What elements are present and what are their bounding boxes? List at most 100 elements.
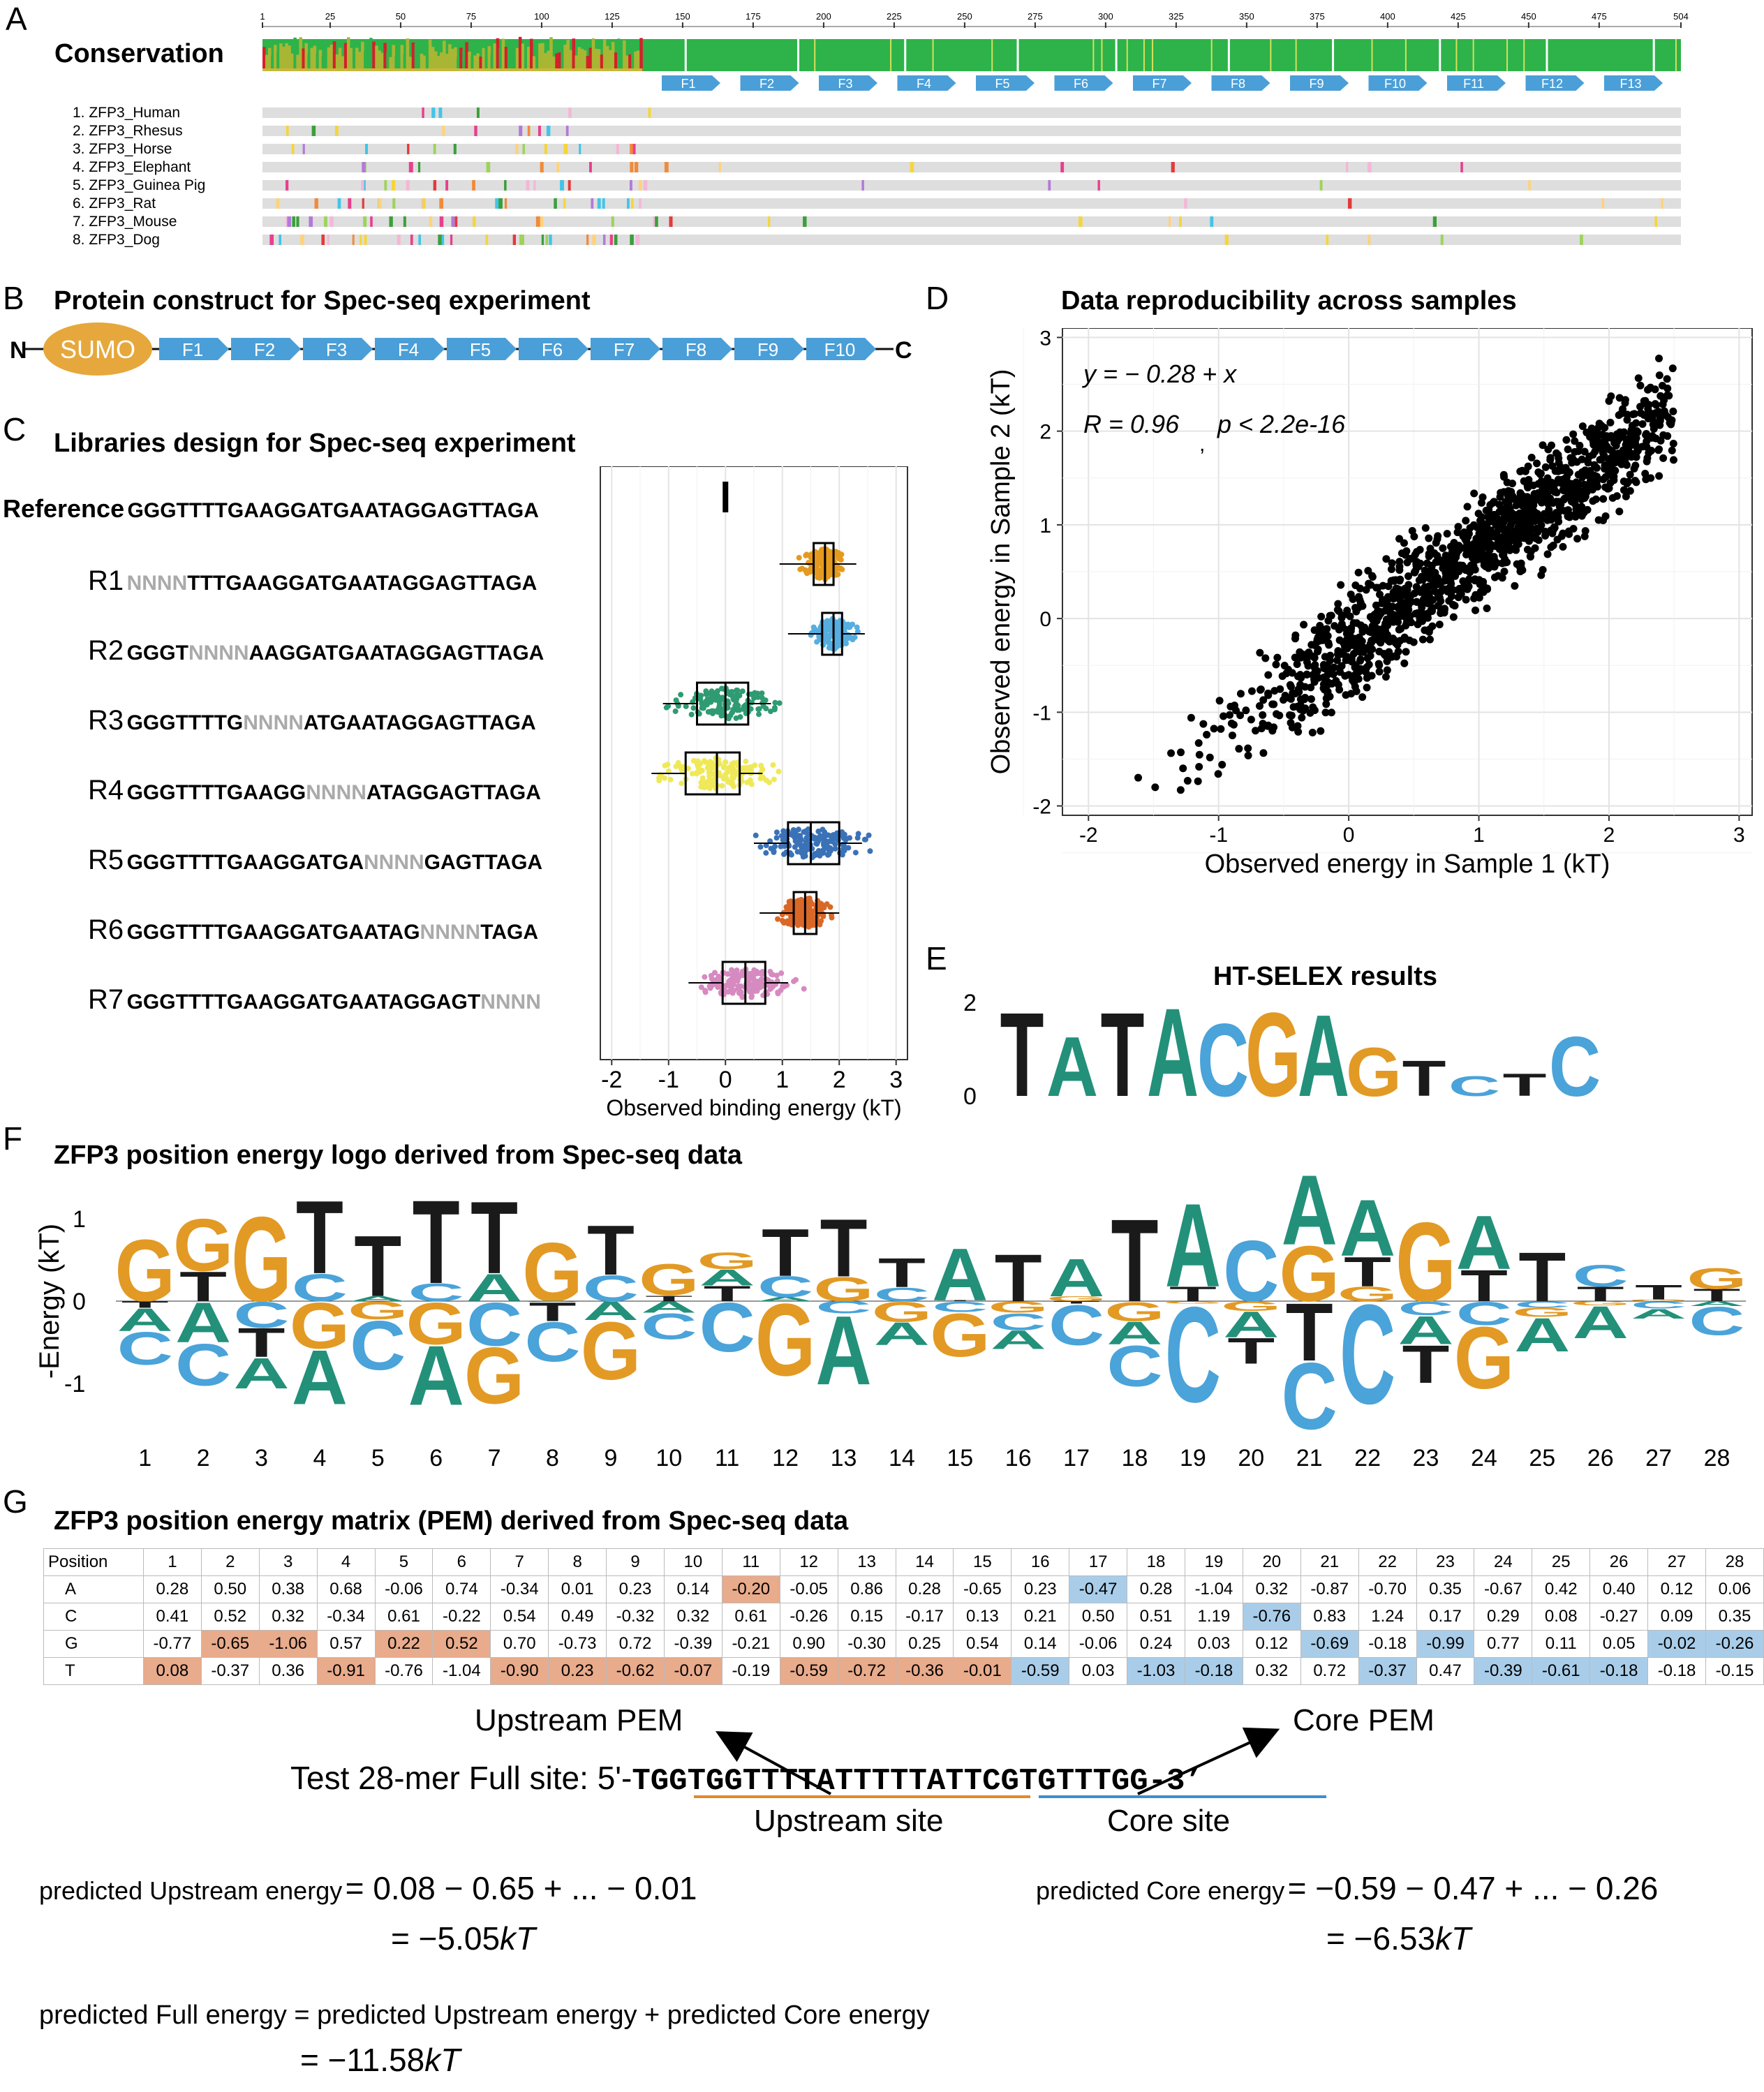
logo-letter: C bbox=[1340, 1275, 1395, 1434]
position-label: 3 bbox=[255, 1445, 268, 1471]
alignment-mark bbox=[635, 235, 640, 245]
alignment-mark bbox=[630, 235, 634, 245]
scatter-point bbox=[1587, 424, 1596, 433]
conservation-bar bbox=[631, 45, 635, 71]
construct-finger bbox=[375, 338, 445, 360]
logo-letter: A bbox=[1514, 1307, 1570, 1361]
conservation-bar bbox=[445, 54, 449, 71]
conservation-bar bbox=[620, 49, 623, 71]
scatter-point bbox=[1404, 581, 1413, 589]
alignment-mark bbox=[520, 235, 524, 245]
scatter-point bbox=[1605, 484, 1613, 493]
conservation-bar bbox=[533, 56, 536, 71]
scatter-point bbox=[1568, 495, 1576, 503]
conservation-bar bbox=[1523, 39, 1525, 71]
finger-label: F9 bbox=[1309, 77, 1324, 91]
scatter-point bbox=[1586, 466, 1594, 475]
conservation-bar bbox=[321, 55, 325, 71]
alignment-mark bbox=[429, 216, 433, 227]
scatter-point bbox=[1490, 533, 1499, 541]
scatter-point bbox=[1289, 703, 1298, 711]
scatter-point bbox=[1599, 495, 1608, 503]
scatter-point bbox=[1641, 469, 1650, 477]
position-label: 5 bbox=[371, 1445, 385, 1471]
scatter-point bbox=[1341, 672, 1349, 680]
scatter-point bbox=[1281, 691, 1289, 699]
finger-label: F1 bbox=[681, 77, 695, 91]
scatter-point bbox=[1518, 526, 1526, 534]
species-label: 1. ZFP3_Human bbox=[73, 105, 181, 121]
alignment-mark bbox=[442, 126, 445, 136]
logo-letter: T bbox=[1503, 1067, 1547, 1103]
conservation-bar bbox=[290, 53, 294, 71]
pem-cell: -0.87 bbox=[1300, 1575, 1359, 1603]
logo-letter: C bbox=[991, 1309, 1046, 1335]
logo-letter: G bbox=[173, 1203, 233, 1286]
pem-cell: -0.37 bbox=[1358, 1657, 1417, 1685]
library-row: R2 GGGTNNNNAAGGATGAATAGGAGTTAGA bbox=[88, 635, 544, 667]
data-point bbox=[748, 781, 755, 787]
library-label: Reference bbox=[3, 494, 125, 523]
scatter-point bbox=[1401, 551, 1409, 559]
logo-letter: T bbox=[354, 1218, 401, 1315]
scatter-point bbox=[1287, 711, 1296, 720]
logo-letter: A bbox=[175, 1291, 231, 1354]
upstream-pem-label: Upstream PEM bbox=[475, 1703, 683, 1737]
conservation-bar bbox=[265, 54, 269, 71]
conservation-bar bbox=[406, 38, 410, 71]
data-point bbox=[750, 975, 757, 981]
upstream-eq-expr: = 0.08 − 0.65 + ... − 0.01 bbox=[345, 1870, 697, 1906]
scatter-point bbox=[1412, 560, 1421, 568]
alignment-row bbox=[262, 235, 1681, 245]
data-point bbox=[719, 685, 725, 692]
scatter-point bbox=[1355, 633, 1363, 641]
regression-equation: y = − 0.28 + x bbox=[1081, 359, 1238, 388]
alignment-mark bbox=[512, 235, 517, 245]
scatter-point bbox=[1375, 667, 1384, 676]
scatter-point bbox=[1303, 670, 1311, 678]
pem-position: 19 bbox=[1184, 1548, 1243, 1576]
logo-letter: T bbox=[1286, 1286, 1333, 1379]
position-label: 25 bbox=[1529, 1445, 1555, 1471]
scatter-point bbox=[1643, 454, 1652, 462]
alignment-mark bbox=[630, 162, 634, 172]
logo-letter: C bbox=[1398, 1298, 1453, 1319]
conservation-bar bbox=[425, 45, 429, 71]
pem-position: 6 bbox=[432, 1548, 491, 1576]
conservation-bar bbox=[358, 52, 362, 71]
logo-letter: T bbox=[529, 1297, 577, 1326]
scatter-point bbox=[1176, 786, 1185, 794]
pem-cell: -0.39 bbox=[663, 1630, 722, 1658]
scatter-point bbox=[1134, 773, 1143, 782]
scatter-point bbox=[1474, 510, 1483, 518]
conservation-bar bbox=[428, 39, 432, 71]
scatter-point bbox=[1328, 679, 1336, 688]
data-point bbox=[825, 838, 831, 845]
scatter-point bbox=[1527, 553, 1535, 561]
pem-cell: 0.06 bbox=[1705, 1575, 1764, 1603]
scatter-point bbox=[1498, 574, 1506, 582]
alignment-mark bbox=[352, 235, 355, 245]
pem-cell: 0.40 bbox=[1589, 1575, 1649, 1603]
data-point bbox=[719, 782, 725, 789]
pem-cell: -0.39 bbox=[1474, 1657, 1533, 1685]
position-label: 20 bbox=[1238, 1445, 1264, 1471]
ruler-label: 75 bbox=[466, 11, 476, 22]
conservation-bar bbox=[586, 56, 590, 71]
alignment-mark bbox=[1048, 180, 1051, 191]
logo-letter: A bbox=[815, 1295, 871, 1405]
scatter-point bbox=[1177, 748, 1185, 757]
data-point bbox=[690, 757, 697, 764]
scatter-point bbox=[1395, 625, 1403, 634]
reference-row: Reference GGGTTTTGAAGGATGAATAGGAGTTAGA bbox=[3, 494, 539, 524]
data-point bbox=[815, 567, 822, 574]
conservation-bar bbox=[904, 39, 907, 71]
alignment-mark bbox=[533, 180, 536, 191]
panel-b-title: Protein construct for Spec-seq experimen… bbox=[54, 286, 591, 316]
scatter-point bbox=[1425, 625, 1434, 634]
scatter-point bbox=[1578, 422, 1587, 431]
y-tick-label: 0 bbox=[73, 1289, 86, 1315]
scatter-point bbox=[1659, 454, 1668, 462]
scatter-point bbox=[1655, 371, 1663, 380]
data-point bbox=[842, 625, 848, 631]
